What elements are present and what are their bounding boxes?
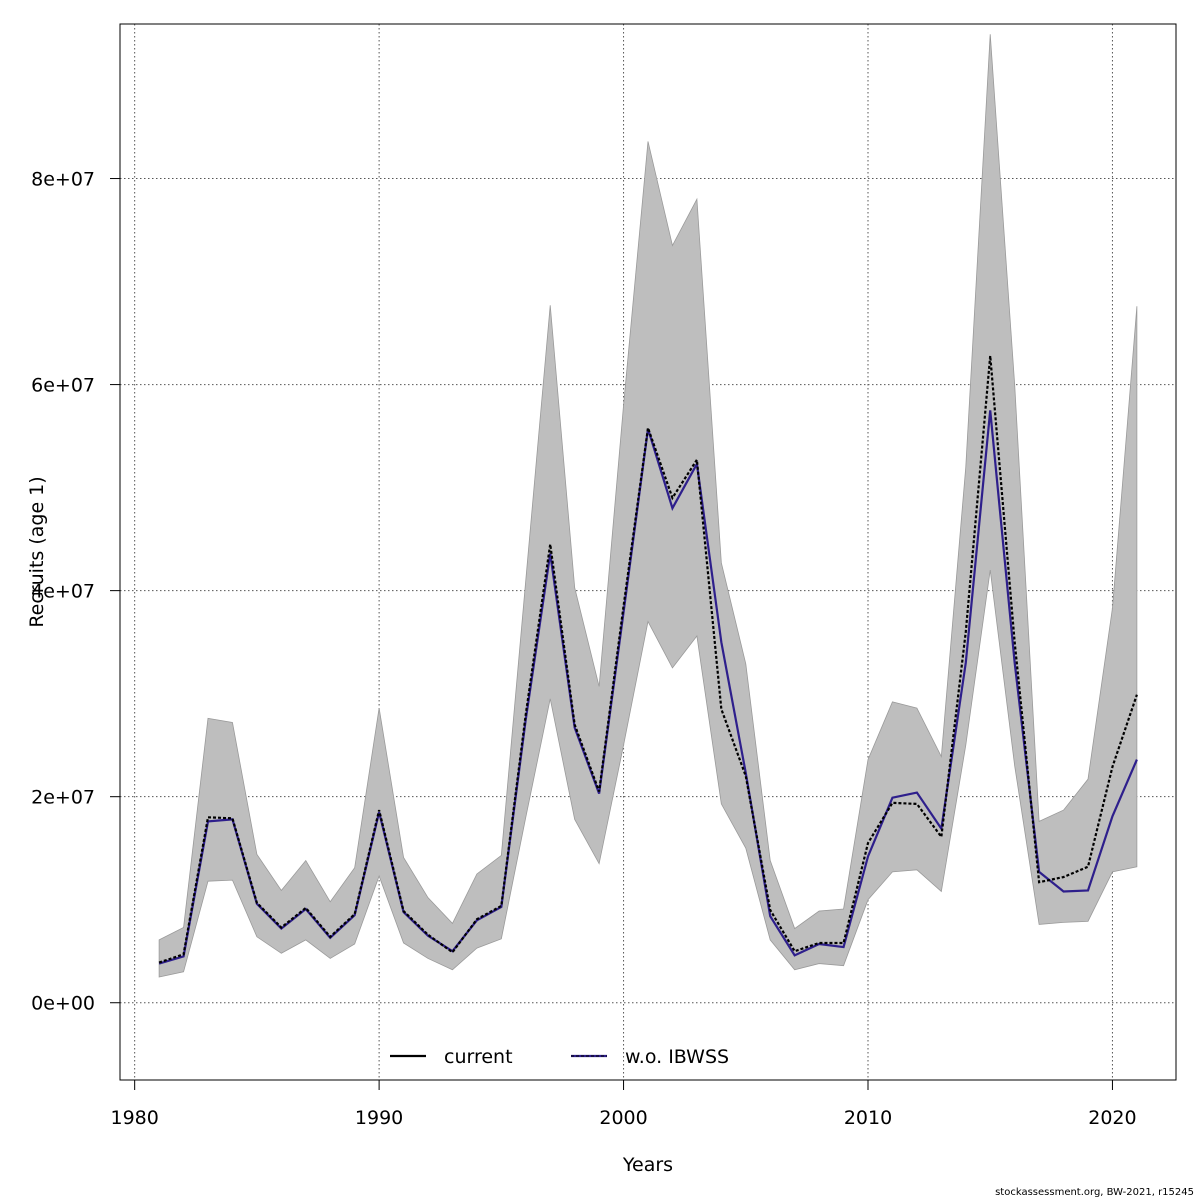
legend-label-current: current — [444, 1046, 513, 1068]
y-tick-label: 8e+07 — [31, 169, 95, 191]
legend-label-wo-ibwss: w.o. IBWSS — [625, 1046, 729, 1068]
series-lines-layer — [158, 355, 1138, 965]
confidence-band — [158, 34, 1138, 978]
credit-text: stockassessment.org, BW-2021, r15245 — [995, 1187, 1194, 1198]
y-tick-label: 0e+00 — [31, 993, 95, 1015]
y-tick-label: 4e+07 — [31, 581, 95, 603]
legend: current w.o. IBWSS — [390, 1046, 729, 1068]
y-tick-label: 2e+07 — [31, 787, 95, 809]
y-axis-label: Recruits (age 1) — [26, 476, 48, 627]
confidence-band-layer — [158, 34, 1138, 978]
x-tick-label: 1980 — [110, 1107, 158, 1129]
x-axis-label: Years — [622, 1154, 673, 1176]
x-tick-label: 2000 — [599, 1107, 647, 1129]
y-tick-label: 6e+07 — [31, 375, 95, 397]
x-tick-label: 2020 — [1088, 1107, 1136, 1129]
axes: 1980 1990 2000 2010 2020 0e+00 2e+07 4e+07 6e+07… — [31, 169, 1136, 1129]
x-tick-label: 1990 — [355, 1107, 403, 1129]
x-tick-label: 2010 — [844, 1107, 892, 1129]
